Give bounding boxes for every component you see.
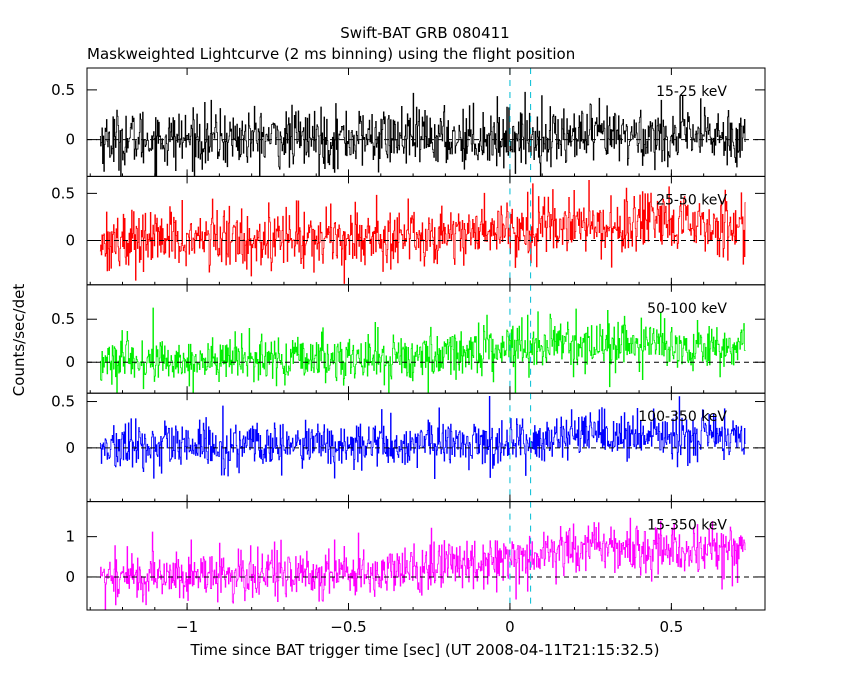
energy-band-label: 100-350 keV xyxy=(638,409,727,425)
x-tick-label: −0.5 xyxy=(330,618,366,636)
energy-band-label: 15-25 keV xyxy=(656,84,727,100)
y-tick-label: 1 xyxy=(65,528,75,546)
lightcurve-series xyxy=(99,307,746,394)
y-tick-label: 0 xyxy=(65,353,75,371)
x-tick-label: −1 xyxy=(176,618,198,636)
y-tick-label: 0.5 xyxy=(51,81,75,99)
y-tick-label: 0 xyxy=(65,231,75,249)
panel-frame xyxy=(86,501,766,611)
y-tick-label: 0 xyxy=(65,439,75,457)
lightcurve-series xyxy=(99,91,746,177)
lightcurve-series xyxy=(99,179,746,284)
y-tick-label: 0 xyxy=(65,131,75,149)
x-axis-label: Time since BAT trigger time [sec] (UT 20… xyxy=(190,641,660,659)
y-tick-label: 0.5 xyxy=(51,393,75,411)
panels-group: 0 0.5 15-25 keV 0 0.5 25-50 keV 0 0.5 50-100 keV… xyxy=(51,67,766,636)
chart-subtitle: Maskweighted Lightcurve (2 ms binning) u… xyxy=(87,45,575,63)
y-tick-label: 0.5 xyxy=(51,310,75,328)
y-tick-label: 0.5 xyxy=(51,184,75,202)
x-tick-label: 0 xyxy=(505,618,515,636)
energy-band-label: 50-100 keV xyxy=(647,301,727,317)
energy-band-label: 15-350 keV xyxy=(647,518,727,534)
y-axis-label: Counts/sec/det xyxy=(10,284,28,397)
chart-title: Swift-BAT GRB 080411 xyxy=(340,24,509,42)
lightcurve-series xyxy=(99,517,746,611)
y-tick-label: 0 xyxy=(65,568,75,586)
x-tick-label: 0.5 xyxy=(659,618,683,636)
energy-band-label: 25-50 keV xyxy=(656,192,727,208)
